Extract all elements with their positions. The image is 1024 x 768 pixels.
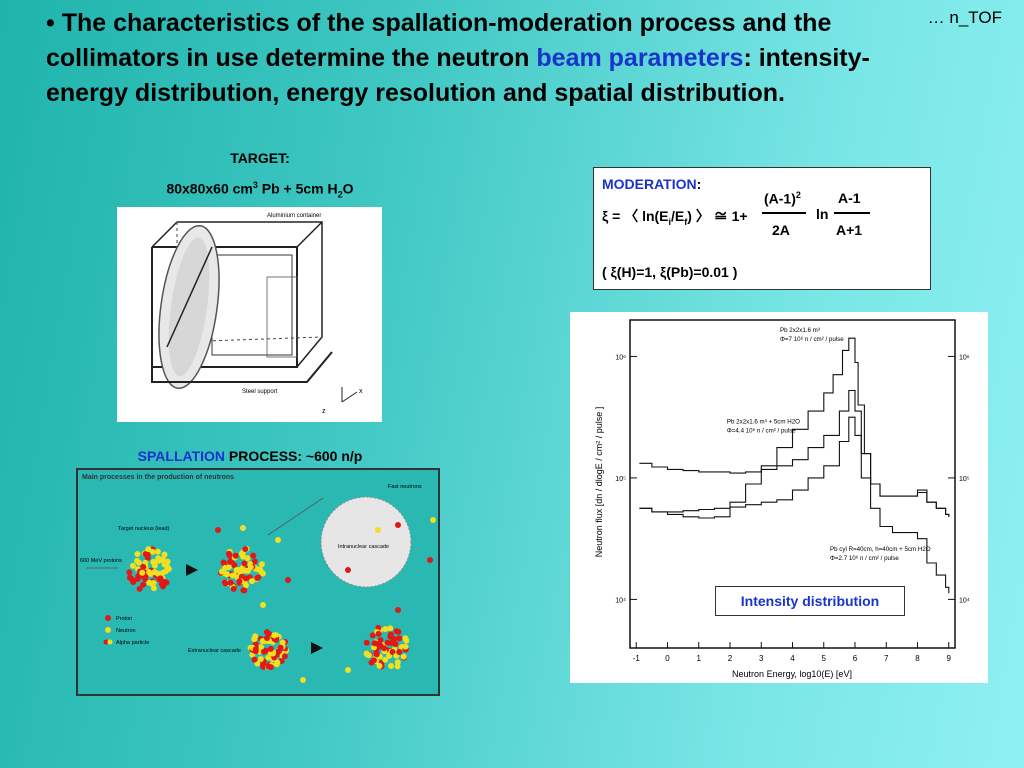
emitted-particle (395, 522, 401, 528)
flux-series-2 (639, 389, 950, 517)
proton-energy-label: 600 MeV protons (80, 558, 122, 564)
target-nucleus-label: Target nucleus (lead) (118, 526, 170, 532)
fraction-2-den: A+1 (836, 222, 863, 238)
x-tick-label: 3 (759, 654, 764, 663)
series-label-2: Pb 2x2x1.6 m³ + 5cm H2O (727, 418, 800, 425)
x-tick-label: 8 (915, 654, 920, 663)
fraction-1-den: 2A (772, 222, 790, 238)
x-tick-label: -1 (633, 654, 641, 663)
emitted-particle (345, 667, 351, 673)
emitted-particle (395, 607, 401, 613)
x-axis-label: Neutron Energy, log10(E) [eV] (732, 669, 852, 679)
fraction-1-bar (762, 212, 806, 214)
headline-text-1: The characteristics of the spallation-mo… (46, 9, 832, 72)
arrow-2-icon (311, 642, 323, 654)
target-drawing: Aluminium container Steel support x z (125, 213, 375, 415)
slide-headline: • The characteristics of the spallation-… (46, 6, 916, 111)
series-label-1: Φ=7 10⁶ n / cm² / pulse (780, 336, 844, 343)
emitted-particle (300, 677, 306, 683)
tick-group: -1 0 1 2 3 4 5 6 7 8 9 10⁴ 10⁴ 10⁵ 10⁵ 10⁶ 10⁶ (615, 354, 970, 663)
arrow-1-icon (186, 564, 198, 576)
series-label-3: Φ=2.7 10⁶ n / cm² / pulse (830, 555, 899, 562)
emitted-particle (345, 567, 351, 573)
target-heading: TARGET: (230, 150, 290, 166)
spallation-highlight: SPALLATION (137, 448, 226, 464)
ln-symbol: ln (816, 206, 829, 222)
nuclei-group (126, 517, 436, 683)
y-axis-label: Neutron flux [dn / dlogE / cm² / pulse ] (594, 407, 604, 558)
intranuclear-label: Intranuclear cascade (338, 544, 389, 550)
headline-text-2: : intensity- energy distribution, energy… (46, 44, 870, 107)
target-figure: Aluminium container Steel support x z (117, 207, 382, 422)
emitted-particle (275, 537, 281, 543)
legend-neutron: Neutron (116, 628, 136, 634)
headline-highlight: beam parameters (536, 44, 744, 72)
x-tick-label: 7 (884, 654, 889, 663)
legend-alpha: Alpha particle (116, 640, 149, 646)
series-label-2: Φ=4.4 10⁶ n / cm² / pulse (727, 427, 796, 434)
extranuclear-nucleus (247, 629, 290, 671)
x-tick-label: 1 (697, 654, 702, 663)
y-tick-label: 10⁴ (615, 597, 626, 604)
spallation-rest: PROCESS: ~600 n/p (225, 448, 363, 464)
legend-proton: Proton (116, 616, 132, 622)
emitted-particle (260, 602, 266, 608)
intensity-distribution-label: Intensity distribution (715, 586, 905, 616)
axis-x-label: x (359, 388, 363, 395)
y-tick-label-right: 10⁵ (959, 476, 970, 483)
y-tick-label: 10⁶ (615, 354, 626, 361)
series-label-1: Pb 2x2x1.6 m³ (780, 327, 820, 334)
axis-z-label: z (322, 408, 326, 415)
fraction-1-num: (A-1)2 (764, 190, 801, 207)
x-tick-label: 5 (822, 654, 827, 663)
emitted-particle (285, 577, 291, 583)
excited-nucleus (218, 545, 266, 594)
proton-legend-icon (105, 615, 111, 621)
series-labels: Pb 2x2x1.6 m³ Φ=7 10⁶ n / cm² / pulse Pb 2… (727, 327, 931, 562)
x-tick-label: 9 (947, 654, 952, 663)
extranuclear-label: Extranuclear cascade (188, 648, 241, 654)
neutron-legend-icon (104, 626, 112, 634)
spallation-figure: Main processes in the production of neut… (76, 468, 440, 696)
emitted-particle (427, 557, 433, 563)
legend: Proton Neutron Alpha particle (103, 615, 149, 646)
y-tick-label-right: 10⁶ (959, 354, 970, 361)
emitted-particle (375, 527, 381, 533)
target-nucleus (126, 546, 172, 592)
y-tick-label: 10⁵ (615, 476, 626, 483)
spallation-diagram: Main processes in the production of neut… (80, 474, 436, 683)
x-tick-label: 6 (853, 654, 858, 663)
fraction-2-bar (834, 212, 870, 214)
moderation-box: MODERATION: ξ = 〈 ln(Ei/Ef) 〉 ≅ 1+ (A-1)… (593, 167, 931, 290)
intranuclear-zoom (320, 496, 412, 588)
flux-series-3 (639, 416, 950, 594)
moderation-values: ( ξ(H)=1, ξ(Pb)=0.01 ) (602, 264, 738, 280)
bullet: • (46, 9, 55, 37)
series-group (639, 337, 950, 594)
series-label-3: Pb cyl R=40cm, h=40cm + 5cm H2O (830, 546, 931, 553)
emitted-particle (215, 527, 221, 533)
target-spec: 80x80x60 cm3 Pb + 5cm H2O (166, 180, 354, 200)
residual-nucleus (363, 624, 410, 670)
spallation-figure-title: Main processes in the production of neut… (82, 474, 234, 481)
corner-label: … n_TOF (927, 8, 1002, 27)
moderation-title: MODERATION: (602, 176, 702, 192)
emitted-particle (430, 517, 436, 523)
spallation-caption: SPALLATION PROCESS: ~600 n/p (80, 448, 420, 464)
moderation-formula-lhs: ξ = 〈 ln(Ei/Ef) 〉 ≅ 1+ (602, 208, 748, 227)
flux-chart: -1 0 1 2 3 4 5 6 7 8 9 10⁴ 10⁴ 10⁵ 10⁵ 10⁶ 10⁶ Pb 2x2x1.… (570, 312, 988, 683)
container-label: Aluminium container (267, 213, 321, 219)
emitted-particle (240, 525, 246, 531)
fast-neutrons-label: Fast neutrons (388, 484, 422, 490)
x-tick-label: 4 (790, 654, 795, 663)
y-tick-label-right: 10⁴ (959, 597, 970, 604)
flux-chart-svg: -1 0 1 2 3 4 5 6 7 8 9 10⁴ 10⁴ 10⁵ 10⁵ 10⁶ 10⁶ Pb 2x2x1.… (594, 319, 970, 679)
x-tick-label: 2 (728, 654, 733, 663)
support-label: Steel support (242, 389, 278, 395)
x-tick-label: 0 (665, 654, 670, 663)
fraction-2-num: A-1 (838, 190, 861, 206)
alpha-legend-icon (103, 639, 109, 645)
